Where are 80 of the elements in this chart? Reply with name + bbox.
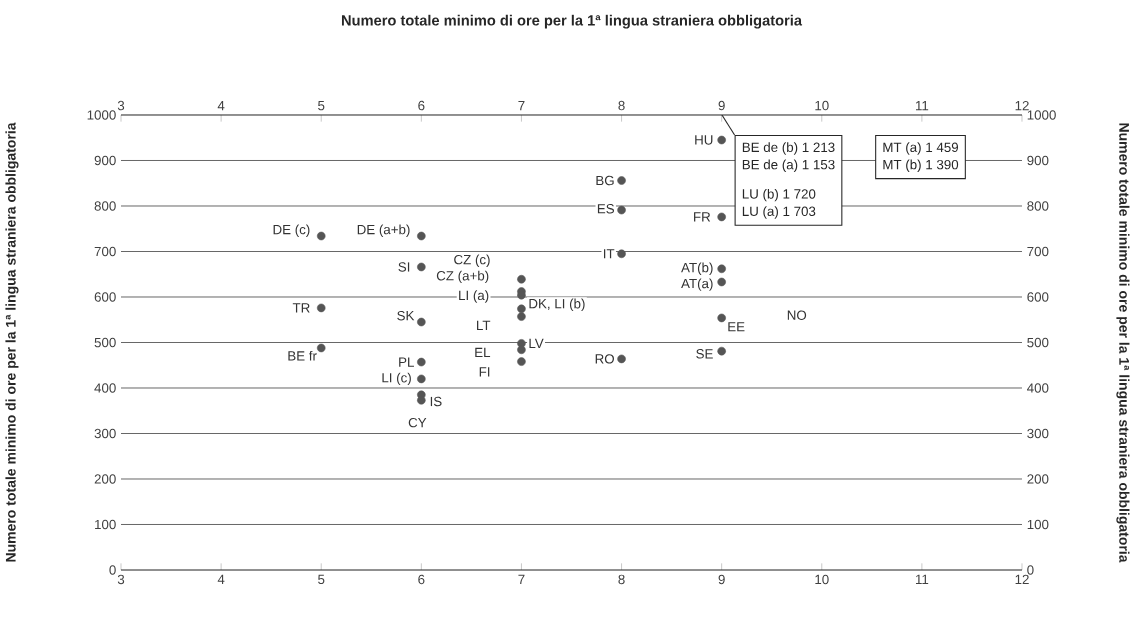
- y2-tick-label: 900: [1027, 155, 1049, 166]
- annotation: BE de (b) 1 213: [742, 142, 835, 155]
- y2-tick-label: 0: [1027, 565, 1034, 575]
- annotation: AT(b): [681, 262, 713, 275]
- y2-tick-label: 500: [1027, 337, 1049, 348]
- annotation: PL: [399, 357, 414, 367]
- y2-tick-label: 600: [1027, 292, 1049, 302]
- annotation: FR: [694, 212, 711, 222]
- x2-tick-label: 10: [815, 100, 829, 111]
- x-tick-label: 8: [618, 574, 625, 585]
- y2-tick-label: 100: [1027, 519, 1049, 530]
- y2-tick-label: 700: [1027, 246, 1049, 257]
- y-tick-label: 500: [94, 337, 116, 348]
- x2-tick-label: 9: [718, 100, 725, 111]
- annotation: HU: [695, 135, 713, 145]
- x-tick-label: 6: [418, 574, 425, 585]
- y-tick-label: 400: [94, 383, 116, 393]
- annotation: LU (a) 1 703: [742, 206, 816, 219]
- annotation: BE fr: [288, 350, 317, 361]
- y-tick-label: 600: [94, 292, 116, 302]
- x-tick-label: 5: [318, 574, 325, 585]
- annotation: DK, LI (b): [529, 298, 585, 312]
- annotation: MT (b) 1 390: [883, 159, 959, 172]
- x-tick-label: 12: [1015, 574, 1029, 585]
- x2-tick-label: 7: [518, 101, 525, 111]
- annotation: CY: [408, 417, 427, 428]
- annotation: SK: [397, 310, 415, 321]
- annotation: RO: [595, 354, 614, 364]
- annotation: DE (c): [273, 224, 310, 237]
- y-tick-label: 300: [94, 428, 116, 439]
- annotation: BG: [596, 175, 614, 186]
- annotation: EL: [475, 347, 491, 358]
- annotation: IT: [604, 249, 615, 259]
- annotation: CZ (a+b): [436, 270, 489, 284]
- annotation: AT(a): [681, 278, 713, 291]
- annotation: LU (b) 1 720: [742, 188, 816, 202]
- annotation: LI (a): [459, 290, 489, 303]
- x2-tick-label: 3: [117, 100, 125, 111]
- x2-tick-label: 11: [915, 101, 929, 111]
- y2-tick-label: 800: [1027, 201, 1049, 211]
- x-tick-label: 3: [117, 574, 125, 585]
- y2-tick-label: 200: [1027, 474, 1049, 484]
- y-tick-label: 900: [94, 155, 116, 166]
- y-tick-label: 200: [94, 474, 116, 484]
- y2-tick-label: 400: [1027, 383, 1049, 393]
- y2-tick-label: 300: [1027, 428, 1049, 439]
- x-tick-label: 4: [217, 574, 225, 584]
- annotation: EE: [728, 322, 745, 332]
- annotation: LT: [477, 320, 491, 330]
- y-tick-label: 800: [94, 201, 116, 211]
- y2-tick-label: 1000: [1027, 110, 1056, 120]
- y-tick-label: 0: [109, 565, 116, 575]
- x2-tick-label: 8: [618, 100, 625, 111]
- y-axis-title: Numero totale minimo di ore per la 1ª lingua straniera obbligatoria: [5, 122, 19, 562]
- annotation: NO: [787, 310, 807, 320]
- y-tick-label: 1000: [87, 110, 116, 120]
- annotation: BE de (a) 1 153: [742, 159, 835, 172]
- x2-tick-label: 5: [318, 100, 325, 111]
- chart-title: Numero totale minimo di ore per la 1ª lingua straniera obbligatoria: [341, 14, 803, 29]
- annotation: FI: [479, 367, 490, 377]
- annotation: LI (c): [382, 372, 411, 386]
- x2-tick-label: 6: [418, 100, 425, 111]
- x2-tick-label: 4: [217, 101, 225, 111]
- annotation: SI: [398, 262, 410, 272]
- annotation: LV: [529, 338, 544, 348]
- annotation: DE (a+b): [357, 224, 410, 237]
- x-tick-label: 7: [518, 574, 525, 584]
- x2-tick-label: 12: [1015, 100, 1029, 111]
- annotation: SE: [696, 349, 713, 359]
- x-tick-label: 9: [718, 574, 725, 585]
- annotation: MT (a) 1 459: [883, 142, 959, 155]
- annotation: ES: [597, 204, 615, 214]
- y-tick-label: 100: [95, 519, 116, 530]
- y2-axis-title: Numero totale minimo di ore per la 1ª lingua straniera obbligatoria: [1116, 123, 1130, 563]
- x-tick-label: 11: [915, 574, 929, 584]
- x-tick-label: 10: [815, 574, 829, 585]
- annotation: CZ (c): [454, 254, 490, 267]
- y-tick-label: 700: [94, 246, 116, 257]
- annotation: IS: [430, 396, 442, 407]
- annotation: TR: [292, 303, 310, 313]
